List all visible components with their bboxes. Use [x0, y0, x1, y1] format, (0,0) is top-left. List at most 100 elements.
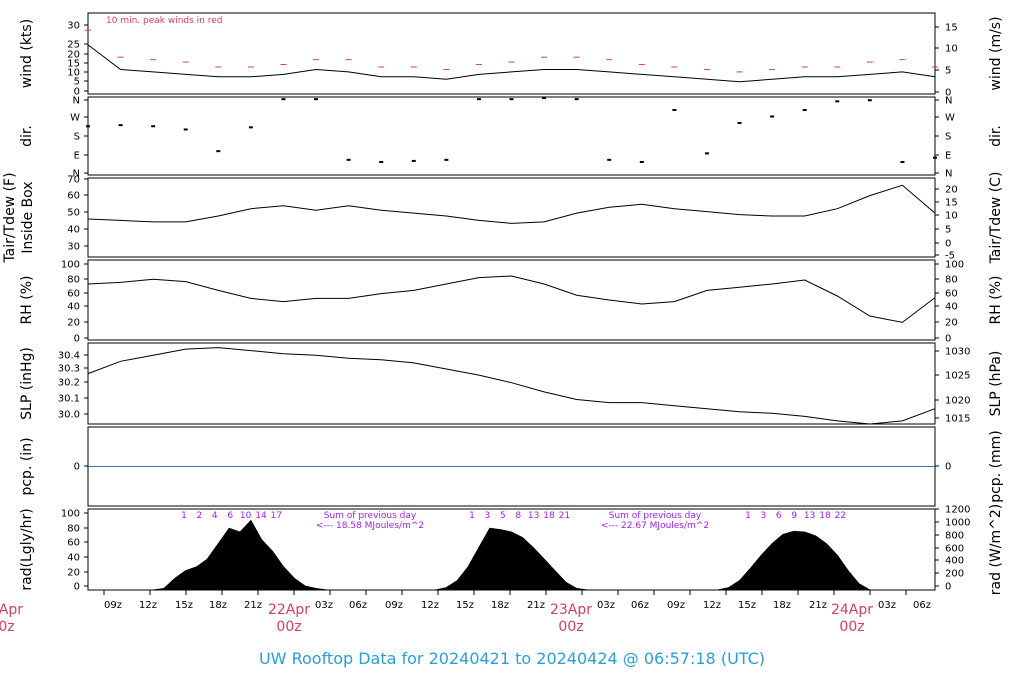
y-tick-label-right: N	[945, 96, 952, 107]
y-tick-label-left: 70	[67, 175, 80, 186]
y-tick-label-right: 10	[945, 211, 958, 222]
y-axis-label-left: RH (%)	[19, 276, 35, 325]
y-tick-label-right: 20	[945, 318, 958, 329]
solar-hour-label: 1	[469, 511, 475, 521]
y-axis-label-left: Tair/Tdew (F)	[2, 172, 18, 263]
y-tick-label-left: 30.3	[58, 364, 80, 375]
daily-radiation-sum: Sum of previous day	[324, 511, 417, 521]
daily-radiation-sum: <--- 22.67 MJoules/m^2	[601, 521, 709, 531]
x-tick-label: 06z	[631, 600, 649, 611]
wind-dir-point	[118, 124, 123, 127]
daily-radiation-sum: <--- 18.58 MJoules/m^2	[316, 521, 424, 531]
y-tick-label-left: 80	[67, 275, 80, 286]
y-tick-label-left: 5	[74, 77, 80, 88]
x-tick-label: 12z	[703, 600, 721, 611]
y-tick-label-left: 0	[74, 87, 80, 98]
x-tick-label: 03z	[878, 600, 896, 611]
series-line	[87, 347, 936, 425]
solar-hour-label: 13	[528, 511, 539, 521]
y-tick-label-right: 80	[945, 275, 958, 286]
y-tick-label-left: W	[70, 113, 80, 124]
y-tick-label-right: 20	[945, 185, 958, 196]
wind-dir-point	[314, 98, 319, 101]
x-tick-label: 09z	[667, 600, 685, 611]
wind-dir-point	[835, 100, 840, 103]
y-tick-label-left: 0	[74, 462, 80, 473]
solar-hour-label: 10	[240, 511, 252, 521]
y-tick-label-right: 5	[945, 66, 951, 77]
y-axis-label-left: rad(Lgly/hr)	[19, 508, 35, 590]
panel-tairtdew: 30 40 50 60 70 -50 5 10 15 20 Tair/Tdew (F) Inside …	[2, 172, 1004, 265]
x-tick-label: 06z	[913, 600, 931, 611]
y-tick-label-left: 50	[67, 208, 80, 219]
solar-radiation-area	[88, 519, 872, 591]
y-tick-label-left: 100	[61, 509, 80, 520]
y-tick-label-left: 25	[67, 40, 80, 51]
y-tick-label-left: N	[73, 169, 80, 180]
y-tick-label-right: 15	[945, 198, 958, 209]
solar-hour-label: 3	[761, 511, 767, 521]
y-tick-label-right: 60	[945, 289, 958, 300]
y-tick-label-right: 600	[945, 544, 964, 555]
wind-dir-point	[151, 125, 156, 128]
date-label: 22Apr	[268, 602, 310, 618]
y-tick-label-left: 30.4	[58, 351, 80, 362]
y-tick-label-right: -5	[945, 251, 955, 262]
solar-hour-label: 2	[197, 511, 203, 521]
y-tick-label-left: 20	[67, 50, 80, 61]
wind-dir-point	[542, 97, 547, 100]
y-tick-label-right: 1015	[945, 414, 970, 425]
y-tick-label-right: N	[945, 169, 952, 180]
y-tick-label-right: 0	[945, 88, 951, 99]
y-tick-label-left: 30.0	[58, 410, 80, 421]
wind-dir-point	[574, 98, 579, 101]
y-tick-label-right: 1020	[945, 396, 970, 407]
y-tick-label-right: 0	[945, 582, 951, 593]
x-tick-label: 03z	[597, 600, 615, 611]
x-tick-label: 15z	[456, 600, 474, 611]
solar-hour-label: 13	[804, 511, 815, 521]
wind-dir-point	[802, 109, 807, 111]
x-tick-label: 06z	[349, 600, 367, 611]
y-tick-label-left: 60	[67, 191, 80, 202]
wind-dir-point	[607, 158, 612, 161]
panel-frame	[87, 342, 936, 425]
solar-hour-label: 5	[500, 511, 506, 521]
solar-hour-label: 22	[835, 511, 846, 521]
solar-hour-label: 6	[776, 511, 782, 521]
daily-radiation-sum: Sum of previous day	[609, 511, 702, 521]
wind-dir-point	[867, 99, 872, 102]
solar-hour-label: 1	[745, 511, 751, 521]
y-axis-label-left: SLP (inHg)	[19, 347, 35, 420]
wind-dir-point	[509, 98, 514, 101]
date-label: 23Apr	[550, 602, 592, 618]
solar-hour-label: 6	[227, 511, 233, 521]
wind-dir-point	[183, 128, 188, 131]
solar-hour-label: 17	[271, 511, 282, 521]
y-tick-label-left: 40	[67, 302, 80, 313]
y-tick-label-left: 10	[67, 68, 80, 79]
y-tick-label-right: W	[945, 113, 955, 124]
y-tick-label-right: 0	[945, 462, 951, 473]
solar-hour-label: 1	[181, 511, 187, 521]
panel-frame	[87, 96, 936, 176]
wind-dir-point	[411, 159, 416, 162]
y-tick-label-left: 30.1	[58, 394, 80, 405]
solar-hour-label: 18	[543, 511, 555, 521]
y-tick-label-left: 20	[67, 318, 80, 329]
chart-title: UW Rooftop Data for 20240421 to 20240424…	[259, 649, 765, 668]
y-tick-label-left: 80	[67, 524, 80, 535]
wind-dir-point	[346, 158, 351, 161]
y-tick-label-right: 1000	[945, 518, 970, 529]
y-tick-label-right: 400	[945, 556, 964, 567]
y-tick-label-right: 0	[945, 239, 951, 250]
x-tick-label: 18z	[773, 600, 791, 611]
y-tick-label-left: 0	[74, 582, 80, 593]
y-tick-label-left: S	[74, 132, 80, 143]
y-tick-label-left: 40	[67, 553, 80, 564]
wind-dir-point	[704, 152, 709, 155]
